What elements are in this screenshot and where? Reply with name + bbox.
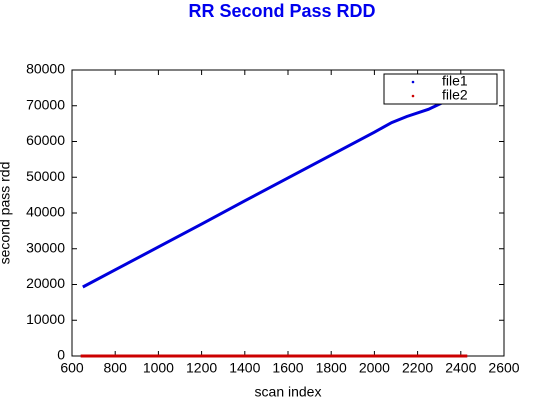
x-tick-label: 800 [104,360,128,376]
plot-frame [71,69,505,357]
legend-box [383,73,498,105]
x-tick-label: 600 [60,360,84,376]
series-line [82,99,447,289]
legend-marker [411,80,415,84]
x-tick-label: 2600 [488,360,519,376]
x-axis-label: scan index [255,384,322,400]
x-tick-label: 1200 [186,360,217,376]
y-axis-label: second pass rdd [0,162,13,265]
legend-label: file1 [442,73,468,89]
y-tick-label: 80000 [26,61,65,77]
y-tick-label: 20000 [26,275,65,291]
chart-title: RR Second Pass RDD [188,1,375,21]
y-tick-label: 50000 [26,168,65,184]
legend-marker [411,94,415,98]
y-tick-label: 0 [57,347,65,363]
x-tick-label: 1600 [272,360,303,376]
x-tick-label: 1800 [316,360,347,376]
x-tick-label: 1000 [143,360,174,376]
x-tick-label: 2200 [402,360,433,376]
x-tick-label: 2000 [359,360,390,376]
legend-label: file2 [442,87,468,103]
y-tick-label: 40000 [26,204,65,220]
x-tick-label: 2400 [445,360,476,376]
y-tick-label: 30000 [26,239,65,255]
y-tick-label: 70000 [26,96,65,112]
y-tick-label: 10000 [26,311,65,327]
y-tick-label: 60000 [26,132,65,148]
x-tick-label: 1400 [229,360,260,376]
